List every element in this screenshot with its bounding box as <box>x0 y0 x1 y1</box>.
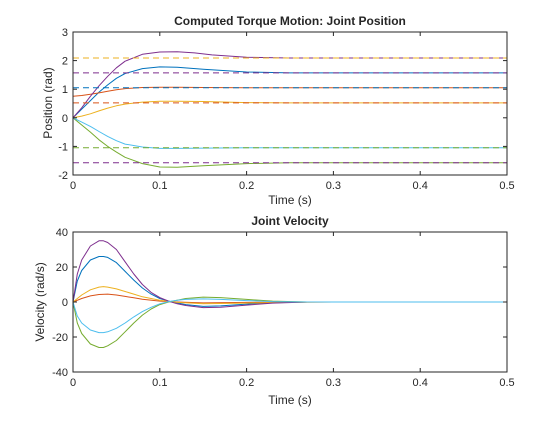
x-tick-label: 0.4 <box>413 377 428 389</box>
x-axis-label: Time (s) <box>268 393 312 407</box>
y-tick-label: 1 <box>62 84 68 96</box>
x-tick-label: 0.2 <box>239 180 254 192</box>
y-tick-label: 40 <box>56 227 68 239</box>
series-line-purple <box>73 51 507 119</box>
series-line-purple <box>73 240 507 309</box>
chart-title: Joint Velocity <box>251 214 329 228</box>
x-tick-label: 0.1 <box>152 377 167 389</box>
axes-box <box>72 31 508 176</box>
series-line-yellow <box>73 100 507 119</box>
series-line-yellow <box>73 286 507 305</box>
y-axis-label: Position (rad) <box>41 67 55 138</box>
x-tick-label: 0.4 <box>413 180 428 192</box>
x-axis-label: Time (s) <box>268 193 312 207</box>
y-tick-label: -1 <box>58 141 68 153</box>
series-line-orange <box>73 86 507 97</box>
plot-lines <box>73 240 507 348</box>
chart-title: Computed Torque Motion: Joint Position <box>174 14 406 28</box>
velocity-plot: Joint Velocity Time (s) Velocity (rad/s)… <box>33 214 515 407</box>
y-tick-label: 0 <box>62 113 68 125</box>
x-tick-label: 0.2 <box>239 377 254 389</box>
y-tick-label: 20 <box>56 262 68 274</box>
x-tick-label: 0.3 <box>326 377 341 389</box>
series-line-orange <box>73 293 507 304</box>
series-line-blue <box>73 66 507 119</box>
series-line-cyan <box>73 117 507 149</box>
y-tick-label: -2 <box>58 170 68 182</box>
x-tick-label: 0.1 <box>152 180 167 192</box>
y-tick-label: 0 <box>62 297 68 309</box>
y-tick-label: -20 <box>52 332 68 344</box>
x-tick-label: 0 <box>70 377 76 389</box>
y-axis-label: Velocity (rad/s) <box>33 262 47 341</box>
x-tick-label: 0.5 <box>499 377 514 389</box>
plot-lines <box>73 51 507 168</box>
series-line-green <box>73 117 507 168</box>
series-line-cyan <box>73 298 507 334</box>
y-tick-label: 3 <box>62 27 68 39</box>
y-tick-label: 2 <box>62 56 68 68</box>
position-plot: Computed Torque Motion: Joint Position T… <box>41 14 515 207</box>
x-tick-label: 0 <box>70 180 76 192</box>
x-tick-label: 0.5 <box>499 180 514 192</box>
y-tick-label: -40 <box>52 367 68 379</box>
series-line-green <box>73 296 507 348</box>
x-tick-label: 0.3 <box>326 180 341 192</box>
